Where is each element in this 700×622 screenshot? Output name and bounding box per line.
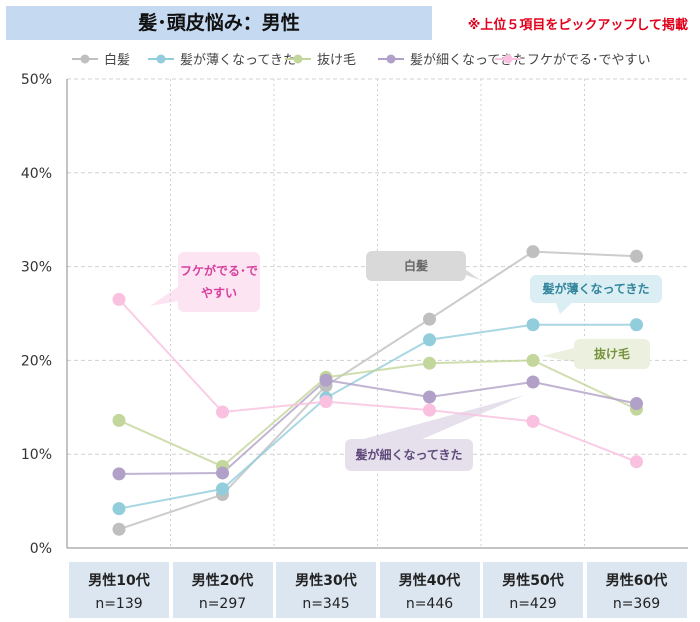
y-tick-label: 0%	[30, 541, 52, 557]
data-point	[216, 405, 229, 419]
data-point	[423, 356, 436, 370]
svg-text:抜け毛: 抜け毛	[317, 52, 356, 68]
legend-item: 髪が薄くなってきた	[148, 53, 296, 68]
svg-text:髪が細くなってきた: 髪が細くなってきた	[410, 53, 526, 68]
data-point	[112, 467, 126, 481]
data-point	[319, 395, 333, 409]
y-tick-label: 50%	[21, 72, 52, 88]
svg-text:白髪: 白髪	[104, 52, 130, 68]
data-point	[526, 318, 540, 332]
y-tick-label: 40%	[21, 166, 52, 182]
data-point	[216, 482, 229, 496]
data-point	[526, 414, 540, 428]
sample-size: n=297	[198, 596, 247, 612]
callout-fuke: フケがでる･でやすい	[178, 252, 260, 312]
chart-title: 髪･頭皮悩み：男性	[6, 6, 432, 40]
sample-size: n=345	[302, 596, 350, 612]
callout-usuku: 髪が薄くなってきた	[530, 275, 662, 303]
callout-hosoku: 髪が細くなってきた	[345, 439, 473, 471]
category-label: 男性60代 n=369	[586, 562, 687, 618]
data-point	[526, 245, 540, 259]
data-point	[630, 455, 643, 469]
svg-text:フケがでる･でやすい: フケがでる･でやすい	[527, 53, 651, 68]
data-point	[319, 373, 333, 387]
category-label: 男性10代 n=139	[69, 562, 169, 618]
category-name: 男性40代	[398, 573, 461, 589]
y-tick-label: 30%	[21, 260, 52, 276]
data-point	[112, 413, 126, 427]
category-label: 男性50代 n=429	[483, 562, 583, 618]
data-point	[423, 403, 436, 417]
legend-item: 白髪	[72, 52, 130, 68]
y-tick-label: 20%	[21, 353, 52, 369]
chart-note: ※上位５項目をピックアップして掲載	[467, 18, 688, 33]
category-label: 男性20代 n=297	[172, 562, 273, 618]
category-name: 男性30代	[295, 573, 357, 589]
sample-size: n=446	[405, 596, 454, 612]
sample-size: n=429	[509, 596, 557, 612]
data-point	[630, 397, 643, 411]
category-name: 男性20代	[191, 573, 254, 589]
svg-text:髪が薄くなってきた: 髪が薄くなってきた	[180, 53, 296, 68]
callout-shiraga: 白髪	[366, 251, 466, 281]
data-point	[112, 292, 126, 306]
data-point	[526, 353, 540, 367]
category-name: 男性50代	[502, 573, 564, 589]
series-line	[118, 359, 637, 468]
series-line	[118, 250, 637, 531]
category-name: 男性60代	[605, 573, 668, 589]
series-line	[118, 379, 637, 475]
data-point	[216, 466, 229, 480]
legend-item: 抜け毛	[285, 52, 356, 68]
sample-size: n=369	[612, 596, 661, 612]
data-point	[630, 318, 643, 332]
callout-nukege: 抜け毛	[574, 339, 650, 369]
data-point	[112, 502, 126, 516]
category-label: 男性30代 n=345	[276, 562, 376, 618]
series-line	[118, 323, 637, 510]
series-line	[118, 298, 637, 463]
data-point	[423, 333, 436, 347]
sample-size: n=139	[95, 596, 143, 612]
data-point	[630, 249, 643, 263]
data-point	[423, 390, 436, 404]
legend-item: 髪が細くなってきた	[378, 53, 526, 68]
y-tick-label: 10%	[21, 447, 52, 463]
data-point	[526, 375, 540, 389]
legend-item: フケがでる･でやすい	[495, 53, 651, 68]
category-name: 男性10代	[88, 573, 150, 589]
data-point	[423, 312, 436, 326]
data-point	[112, 522, 126, 536]
category-label: 男性40代 n=446	[379, 562, 480, 618]
